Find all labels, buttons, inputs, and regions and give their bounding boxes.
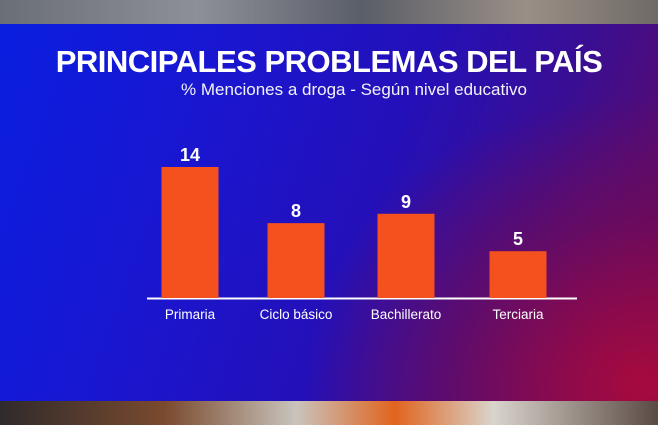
background-photo-bottom (0, 401, 658, 425)
bar-2 (377, 213, 435, 298)
category-label-0: Primaria (165, 307, 216, 322)
bar-3 (489, 251, 547, 298)
category-label-1: Ciclo básico (260, 307, 333, 322)
value-label-3: 5 (513, 229, 523, 249)
value-label-2: 9 (401, 192, 411, 212)
bar-1 (267, 223, 325, 298)
chart-panel (0, 24, 658, 401)
value-label-1: 8 (291, 201, 301, 221)
bar-0 (161, 167, 219, 298)
category-label-3: Terciaria (492, 307, 544, 322)
value-label-0: 14 (180, 145, 200, 165)
chart-title: PRINCIPALES PROBLEMAS DEL PAÍS (55, 44, 603, 79)
chart-subtitle: % Menciones a droga - Según nivel educat… (181, 80, 527, 99)
category-label-2: Bachillerato (371, 307, 442, 322)
background-photo-top (0, 0, 658, 24)
bars-group: 14 Primaria 8 Ciclo básico 9 Bachillerato 5 Ter… (161, 145, 547, 322)
